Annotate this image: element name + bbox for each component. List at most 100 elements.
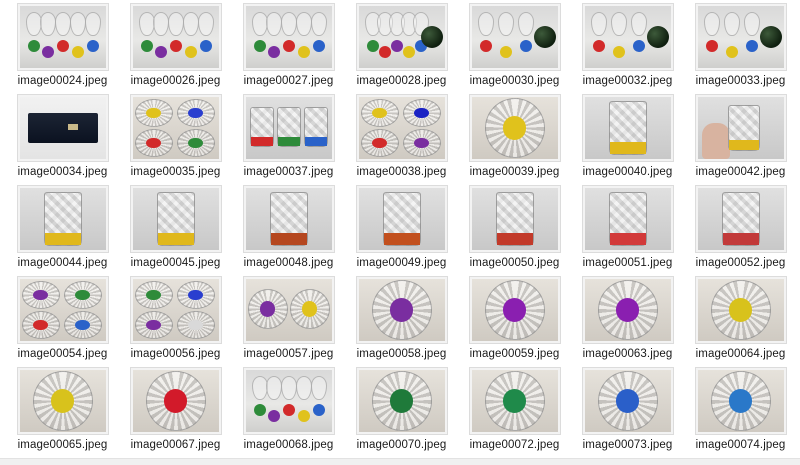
thumbnail-frame bbox=[129, 3, 222, 71]
image-thumbnail bbox=[471, 6, 558, 68]
image-thumbnail bbox=[245, 370, 332, 432]
image-thumbnail bbox=[584, 370, 671, 432]
image-thumbnail bbox=[697, 279, 784, 341]
thumbnail-grid: image00024.jpeg image00026.jpeg image00027… bbox=[6, 0, 796, 465]
file-tile[interactable]: image00032.jpeg bbox=[571, 0, 684, 91]
file-name-label: image00058.jpeg bbox=[356, 348, 447, 360]
thumbnail-frame bbox=[16, 94, 109, 162]
file-tile[interactable]: image00035.jpeg bbox=[119, 91, 232, 182]
file-name-label: image00034.jpeg bbox=[17, 166, 108, 178]
thumbnail-frame bbox=[581, 276, 674, 344]
file-tile[interactable]: image00027.jpeg bbox=[232, 0, 345, 91]
file-tile[interactable]: image00064.jpeg bbox=[684, 273, 797, 364]
thumbnail-frame bbox=[694, 367, 787, 435]
file-tile[interactable]: image00057.jpeg bbox=[232, 273, 345, 364]
image-thumbnail bbox=[19, 188, 106, 250]
image-thumbnail bbox=[132, 370, 219, 432]
file-tile[interactable]: image00050.jpeg bbox=[458, 182, 571, 273]
image-thumbnail bbox=[471, 97, 558, 159]
file-name-label: image00051.jpeg bbox=[582, 257, 673, 269]
file-tile[interactable]: image00049.jpeg bbox=[345, 182, 458, 273]
image-thumbnail bbox=[245, 6, 332, 68]
file-tile[interactable]: image00072.jpeg bbox=[458, 364, 571, 455]
file-tile[interactable]: image00058.jpeg bbox=[345, 273, 458, 364]
image-thumbnail bbox=[19, 6, 106, 68]
file-tile[interactable]: image00065.jpeg bbox=[6, 364, 119, 455]
file-tile[interactable]: image00056.jpeg bbox=[119, 273, 232, 364]
file-tile[interactable]: image00068.jpeg bbox=[232, 364, 345, 455]
file-tile[interactable]: image00037.jpeg bbox=[232, 91, 345, 182]
file-tile[interactable]: image00045.jpeg bbox=[119, 182, 232, 273]
image-thumbnail bbox=[471, 370, 558, 432]
thumbnail-frame bbox=[129, 185, 222, 253]
file-tile[interactable]: image00052.jpeg bbox=[684, 182, 797, 273]
image-thumbnail bbox=[19, 370, 106, 432]
file-tile[interactable]: image00070.jpeg bbox=[345, 364, 458, 455]
thumbnail-frame bbox=[16, 367, 109, 435]
file-name-label: image00045.jpeg bbox=[130, 257, 221, 269]
file-name-label: image00033.jpeg bbox=[695, 75, 786, 87]
file-name-label: image00049.jpeg bbox=[356, 257, 447, 269]
file-tile[interactable]: image00030.jpeg bbox=[458, 0, 571, 91]
image-thumbnail bbox=[245, 188, 332, 250]
file-name-label: image00068.jpeg bbox=[243, 439, 334, 451]
file-name-label: image00052.jpeg bbox=[695, 257, 786, 269]
file-name-label: image00026.jpeg bbox=[130, 75, 221, 87]
file-tile[interactable]: image00063.jpeg bbox=[571, 273, 684, 364]
file-name-label: image00050.jpeg bbox=[469, 257, 560, 269]
thumbnail-frame bbox=[694, 276, 787, 344]
file-tile[interactable]: image00024.jpeg bbox=[6, 0, 119, 91]
thumbnail-frame bbox=[355, 185, 448, 253]
file-tile[interactable]: image00073.jpeg bbox=[571, 364, 684, 455]
image-thumbnail bbox=[471, 188, 558, 250]
file-name-label: image00056.jpeg bbox=[130, 348, 221, 360]
file-tile[interactable]: image00048.jpeg bbox=[232, 182, 345, 273]
thumbnail-frame bbox=[468, 3, 561, 71]
file-tile[interactable]: image00074.jpeg bbox=[684, 364, 797, 455]
horizontal-scrollbar[interactable] bbox=[0, 458, 800, 465]
file-name-label: image00042.jpeg bbox=[695, 166, 786, 178]
file-name-label: image00065.jpeg bbox=[17, 439, 108, 451]
thumbnail-frame bbox=[581, 185, 674, 253]
thumbnail-frame bbox=[242, 276, 335, 344]
thumbnail-frame bbox=[242, 3, 335, 71]
thumbnail-frame bbox=[355, 276, 448, 344]
file-tile[interactable]: image00034.jpeg bbox=[6, 91, 119, 182]
file-tile[interactable]: image00059.jpeg bbox=[458, 273, 571, 364]
file-tile[interactable]: image00054.jpeg bbox=[6, 273, 119, 364]
file-tile[interactable]: image00067.jpeg bbox=[119, 364, 232, 455]
thumbnail-frame bbox=[16, 3, 109, 71]
thumbnail-frame bbox=[694, 94, 787, 162]
image-thumbnail bbox=[584, 279, 671, 341]
file-name-label: image00057.jpeg bbox=[243, 348, 334, 360]
file-name-label: image00044.jpeg bbox=[17, 257, 108, 269]
file-tile[interactable]: image00042.jpeg bbox=[684, 91, 797, 182]
thumbnail-frame bbox=[581, 94, 674, 162]
file-tile[interactable]: image00033.jpeg bbox=[684, 0, 797, 91]
thumbnail-frame bbox=[581, 367, 674, 435]
file-tile[interactable]: image00044.jpeg bbox=[6, 182, 119, 273]
file-tile[interactable]: image00038.jpeg bbox=[345, 91, 458, 182]
file-tile[interactable]: image00040.jpeg bbox=[571, 91, 684, 182]
file-tile[interactable]: image00051.jpeg bbox=[571, 182, 684, 273]
file-tile[interactable]: image00039.jpeg bbox=[458, 91, 571, 182]
file-name-label: image00070.jpeg bbox=[356, 439, 447, 451]
image-thumbnail bbox=[132, 6, 219, 68]
image-thumbnail bbox=[358, 370, 445, 432]
image-thumbnail bbox=[358, 6, 445, 68]
image-thumbnail bbox=[132, 188, 219, 250]
file-tile[interactable]: image00026.jpeg bbox=[119, 0, 232, 91]
image-thumbnail bbox=[245, 97, 332, 159]
thumbnail-frame bbox=[355, 3, 448, 71]
image-thumbnail bbox=[697, 6, 784, 68]
thumbnail-frame bbox=[468, 185, 561, 253]
image-thumbnail bbox=[584, 97, 671, 159]
image-thumbnail bbox=[358, 279, 445, 341]
file-name-label: image00039.jpeg bbox=[469, 166, 560, 178]
thumbnail-frame bbox=[16, 276, 109, 344]
image-thumbnail bbox=[245, 279, 332, 341]
thumbnail-frame bbox=[468, 94, 561, 162]
file-name-label: image00035.jpeg bbox=[130, 166, 221, 178]
file-tile[interactable]: image00028.jpeg bbox=[345, 0, 458, 91]
thumbnail-frame bbox=[694, 185, 787, 253]
